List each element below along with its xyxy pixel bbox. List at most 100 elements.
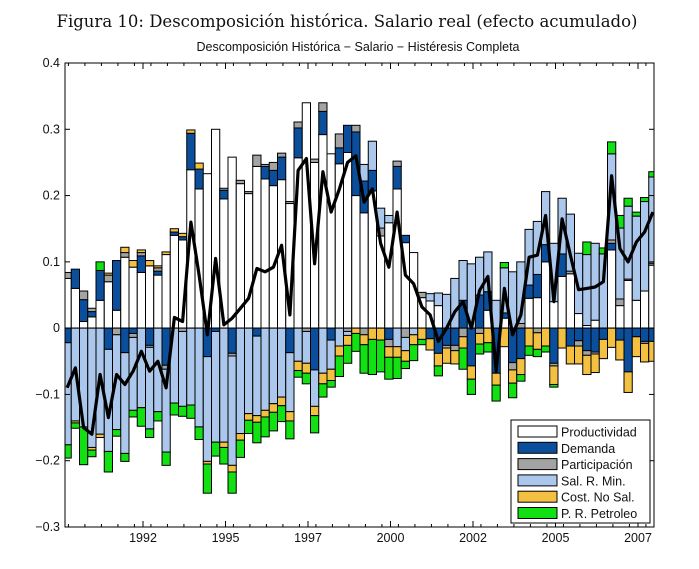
bar-segment-cost-no-sal xyxy=(145,260,155,267)
bar-segment-participaci-n xyxy=(112,327,122,336)
bar-segment-cost-no-sal xyxy=(343,334,353,346)
bar-segment-cost-no-sal xyxy=(532,332,542,350)
chart-title: Descomposición Histórica − Salario − His… xyxy=(196,40,519,54)
bar-segment-sal-r-min xyxy=(260,327,270,411)
bar-segment-p-r-petroleo xyxy=(161,451,171,466)
bar-segment-p-r-petroleo xyxy=(310,415,320,434)
bar-segment-demanda xyxy=(194,168,204,190)
bar-segment-participaci-n xyxy=(615,298,625,307)
bar-segment-p-r-petroleo xyxy=(458,347,468,370)
bar-segment-demanda xyxy=(607,242,617,251)
bar-segment-sal-r-min xyxy=(202,356,212,462)
bar-segment-productividad xyxy=(343,151,353,329)
bar-segment-productividad xyxy=(351,195,361,329)
bar-segment-cost-no-sal xyxy=(169,228,179,233)
x-tick-label: 1992 xyxy=(129,531,157,545)
bar-segment-demanda xyxy=(293,127,303,159)
bar-segment-cost-no-sal xyxy=(565,345,575,365)
y-tick-label: 0.2 xyxy=(43,189,60,203)
bar-segment-productividad xyxy=(70,287,80,329)
bar-segment-cost-no-sal xyxy=(574,345,584,365)
bar-segment-p-r-petroleo xyxy=(376,339,386,373)
x-tick-label: 2007 xyxy=(624,531,652,545)
bar-segment-sal-r-min xyxy=(194,327,204,428)
bar-segment-p-r-petroleo xyxy=(235,439,245,458)
bar-segment-p-r-petroleo xyxy=(202,463,212,494)
bar-segment-productividad xyxy=(557,275,567,329)
bar-segment-sal-r-min xyxy=(268,327,278,405)
bar-segment-p-r-petroleo xyxy=(136,407,146,427)
bar-segment-sal-r-min xyxy=(178,330,188,407)
bar-segment-participaci-n xyxy=(252,154,262,167)
bar-segment-productividad xyxy=(615,305,625,329)
bar-segment-productividad xyxy=(145,265,155,329)
legend-label: Demanda xyxy=(561,442,615,456)
bar-segment-sal-r-min xyxy=(334,327,344,347)
bar-segment-sal-r-min xyxy=(384,214,394,224)
bar-segment-p-r-petroleo xyxy=(367,338,377,376)
bar-segment-cost-no-sal xyxy=(598,338,608,360)
bar-segment-cost-no-sal xyxy=(326,368,336,382)
bar-segment-cost-no-sal xyxy=(409,334,419,346)
bar-segment-cost-no-sal xyxy=(186,129,196,134)
bar-segment-productividad xyxy=(318,134,328,329)
bar-segment-p-r-petroleo xyxy=(252,421,262,444)
y-tick-label: −0.3 xyxy=(35,520,60,534)
bar-segment-productividad xyxy=(532,297,542,329)
bar-segment-participaci-n xyxy=(574,340,584,347)
bar-segment-p-r-petroleo xyxy=(79,426,89,466)
bar-segment-p-r-petroleo xyxy=(301,372,311,385)
bar-segment-demanda xyxy=(450,327,460,346)
bar-segment-participaci-n xyxy=(334,133,344,149)
bar-segment-cost-no-sal xyxy=(508,369,518,384)
bar-segment-p-r-petroleo xyxy=(549,383,559,388)
bar-segment-productividad xyxy=(128,266,138,329)
bar-segment-p-r-petroleo xyxy=(409,344,419,362)
bar-segment-demanda xyxy=(153,270,163,276)
bar-segment-productividad xyxy=(623,279,633,329)
bar-segment-sal-r-min xyxy=(458,260,468,301)
bar-segment-participaci-n xyxy=(277,152,287,158)
bar-segment-p-r-petroleo xyxy=(607,141,617,155)
axes-layer: 0.4 0.3 0.2 0.1 0 −0.1 −0.2 −0.3 1992 1995 1997 200… xyxy=(35,56,654,545)
bar-segment-productividad xyxy=(153,274,163,329)
bar-segment-p-r-petroleo xyxy=(120,452,130,462)
legend-label: Sal. R. Min. xyxy=(561,474,626,488)
bar-segment-cost-no-sal xyxy=(615,339,625,361)
bar-segment-p-r-petroleo xyxy=(244,419,254,435)
bar-segment-productividad xyxy=(87,316,97,329)
bar-segment-demanda xyxy=(565,327,575,347)
bar-segment-productividad xyxy=(79,321,89,329)
bar-segment-participaci-n xyxy=(244,191,254,195)
bar-segment-demanda xyxy=(70,268,80,289)
bar-segment-sal-r-min xyxy=(425,293,435,302)
bar-segment-p-r-petroleo xyxy=(219,446,229,465)
legend-swatch xyxy=(517,441,558,454)
bar-segment-cost-no-sal xyxy=(235,433,245,441)
bar-segment-cost-no-sal xyxy=(417,327,427,340)
bar-segment-sal-r-min xyxy=(400,336,410,352)
bar-segment-sal-r-min xyxy=(318,327,328,374)
bar-segment-sal-r-min xyxy=(590,242,600,321)
bar-segment-participaci-n xyxy=(65,271,72,279)
bar-segment-sal-r-min xyxy=(367,140,377,171)
bar-segment-p-r-petroleo xyxy=(433,365,443,377)
bar-segment-p-r-petroleo xyxy=(227,471,237,494)
bar-segment-sal-r-min xyxy=(227,355,237,466)
bar-segment-productividad xyxy=(631,299,641,329)
bar-segment-cost-no-sal xyxy=(590,353,600,374)
bar-segment-p-r-petroleo xyxy=(648,171,654,178)
bar-segment-productividad xyxy=(169,234,179,329)
bar-segment-productividad xyxy=(112,309,122,329)
bar-segment-cost-no-sal xyxy=(392,346,402,358)
bar-segment-participaci-n xyxy=(103,274,113,283)
bar-segment-p-r-petroleo xyxy=(351,332,361,352)
bar-segment-p-r-petroleo xyxy=(103,450,113,473)
bar-segment-p-r-petroleo xyxy=(483,342,493,353)
bar-segment-demanda xyxy=(268,169,278,187)
bar-segment-p-r-petroleo xyxy=(194,426,204,441)
bar-segment-cost-no-sal xyxy=(640,342,650,363)
y-tick-label: 0.3 xyxy=(43,122,60,136)
bar-segment-participaci-n xyxy=(79,290,89,301)
bar-segment-productividad xyxy=(565,273,575,329)
